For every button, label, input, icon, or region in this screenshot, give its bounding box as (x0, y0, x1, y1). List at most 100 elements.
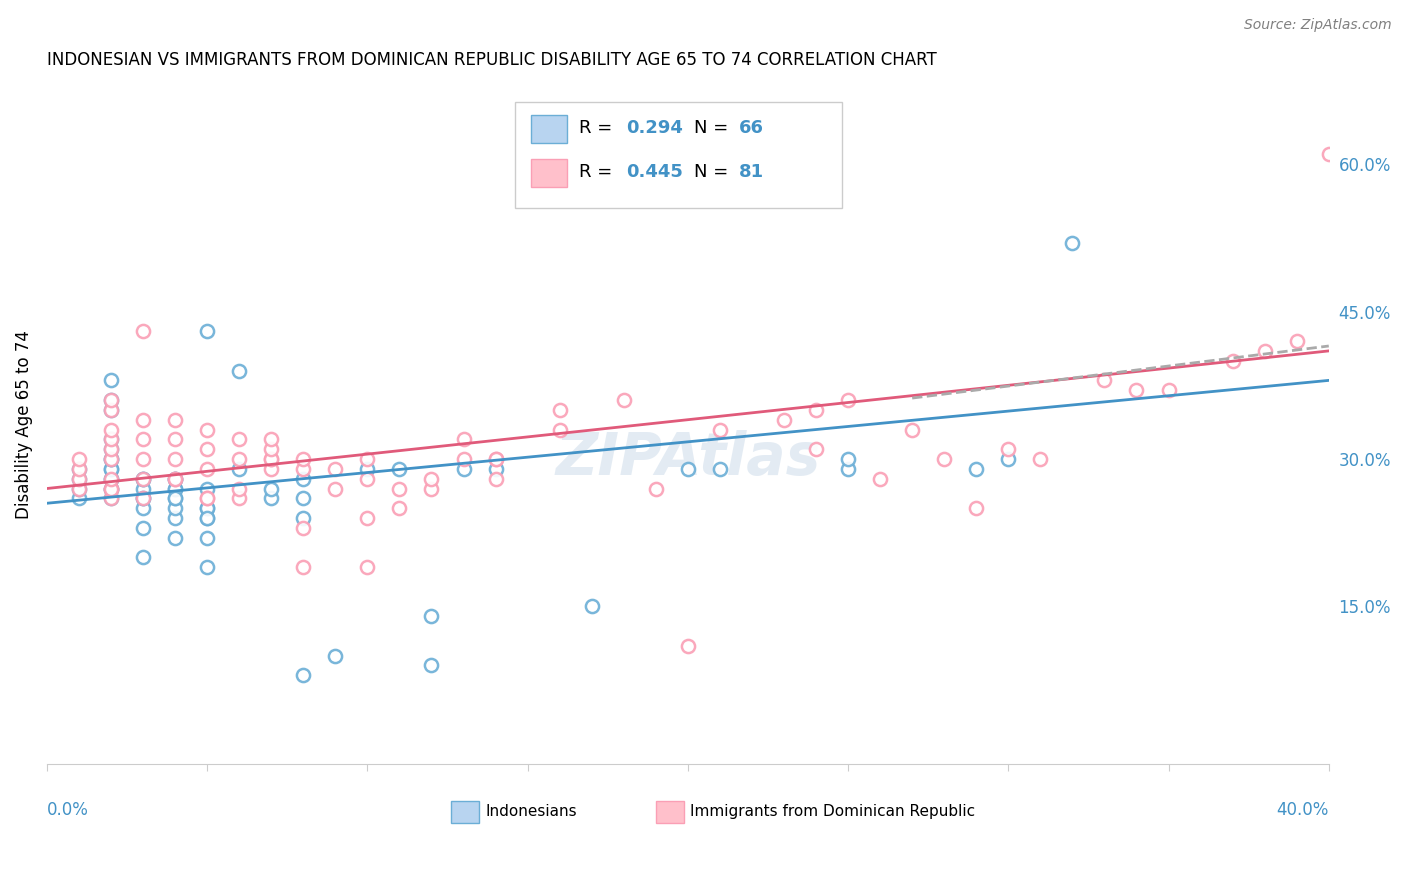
Point (356, 452, 378, 467)
Point (388, 501, 411, 516)
Point (132, 521, 155, 535)
Point (165, 491, 187, 506)
Point (228, 433, 250, 447)
Point (195, 491, 218, 506)
Point (165, 482, 187, 496)
Point (165, 452, 187, 467)
Point (100, 442, 122, 457)
Point (292, 560, 315, 574)
Point (132, 472, 155, 486)
Point (484, 452, 506, 467)
Point (132, 324, 155, 338)
Point (837, 452, 859, 467)
Point (420, 609, 443, 624)
Point (100, 392, 122, 407)
Point (195, 511, 218, 525)
Point (195, 531, 218, 545)
Point (484, 462, 506, 476)
Point (260, 452, 283, 467)
Point (195, 491, 218, 506)
Point (100, 491, 122, 506)
Text: ZIPAtlas: ZIPAtlas (555, 430, 821, 487)
Point (100, 433, 122, 447)
Point (323, 648, 346, 663)
Point (165, 472, 187, 486)
Point (100, 462, 122, 476)
Point (195, 482, 218, 496)
Point (165, 413, 187, 427)
Point (67, 472, 90, 486)
Point (100, 462, 122, 476)
Point (292, 472, 315, 486)
Point (165, 433, 187, 447)
Point (484, 472, 506, 486)
Point (228, 462, 250, 476)
Text: 0.294: 0.294 (626, 120, 683, 137)
Point (67, 452, 90, 467)
Text: R =: R = (579, 120, 617, 137)
Point (292, 668, 315, 682)
Point (773, 413, 796, 427)
Point (100, 452, 122, 467)
Point (548, 423, 571, 437)
Point (100, 491, 122, 506)
Point (100, 482, 122, 496)
Text: N =: N = (695, 120, 734, 137)
Point (132, 472, 155, 486)
Point (453, 452, 475, 467)
Text: N =: N = (695, 163, 734, 181)
Point (804, 442, 827, 457)
Point (100, 392, 122, 407)
Point (165, 482, 187, 496)
Point (260, 452, 283, 467)
Point (132, 491, 155, 506)
Point (997, 452, 1019, 467)
Point (260, 433, 283, 447)
Point (195, 511, 218, 525)
Point (165, 531, 187, 545)
Point (132, 433, 155, 447)
Text: Source: ZipAtlas.com: Source: ZipAtlas.com (1244, 18, 1392, 32)
Point (644, 482, 666, 496)
Point (1157, 383, 1180, 397)
Point (67, 482, 90, 496)
Point (67, 472, 90, 486)
Text: R =: R = (579, 163, 617, 181)
Point (100, 442, 122, 457)
Point (292, 452, 315, 467)
Text: 81: 81 (740, 163, 765, 181)
Point (67, 462, 90, 476)
FancyBboxPatch shape (655, 801, 683, 822)
Point (228, 452, 250, 467)
Point (292, 511, 315, 525)
Point (548, 403, 571, 417)
Point (67, 462, 90, 476)
Point (1029, 452, 1052, 467)
Point (709, 462, 731, 476)
Point (132, 550, 155, 565)
Point (997, 442, 1019, 457)
Point (356, 560, 378, 574)
Point (132, 501, 155, 516)
Point (420, 472, 443, 486)
Point (100, 482, 122, 496)
Point (1222, 353, 1244, 368)
Point (228, 482, 250, 496)
Point (260, 482, 283, 496)
Point (195, 501, 218, 516)
Point (132, 491, 155, 506)
Point (132, 452, 155, 467)
Point (195, 324, 218, 338)
Point (388, 482, 411, 496)
Point (100, 482, 122, 496)
Point (323, 462, 346, 476)
Point (100, 472, 122, 486)
Text: Indonesians: Indonesians (485, 805, 576, 820)
Y-axis label: Disability Age 65 to 74: Disability Age 65 to 74 (15, 330, 32, 519)
Point (100, 452, 122, 467)
Text: 66: 66 (740, 120, 763, 137)
Point (837, 392, 859, 407)
Point (837, 462, 859, 476)
Text: 0.0%: 0.0% (46, 801, 89, 819)
Point (67, 491, 90, 506)
